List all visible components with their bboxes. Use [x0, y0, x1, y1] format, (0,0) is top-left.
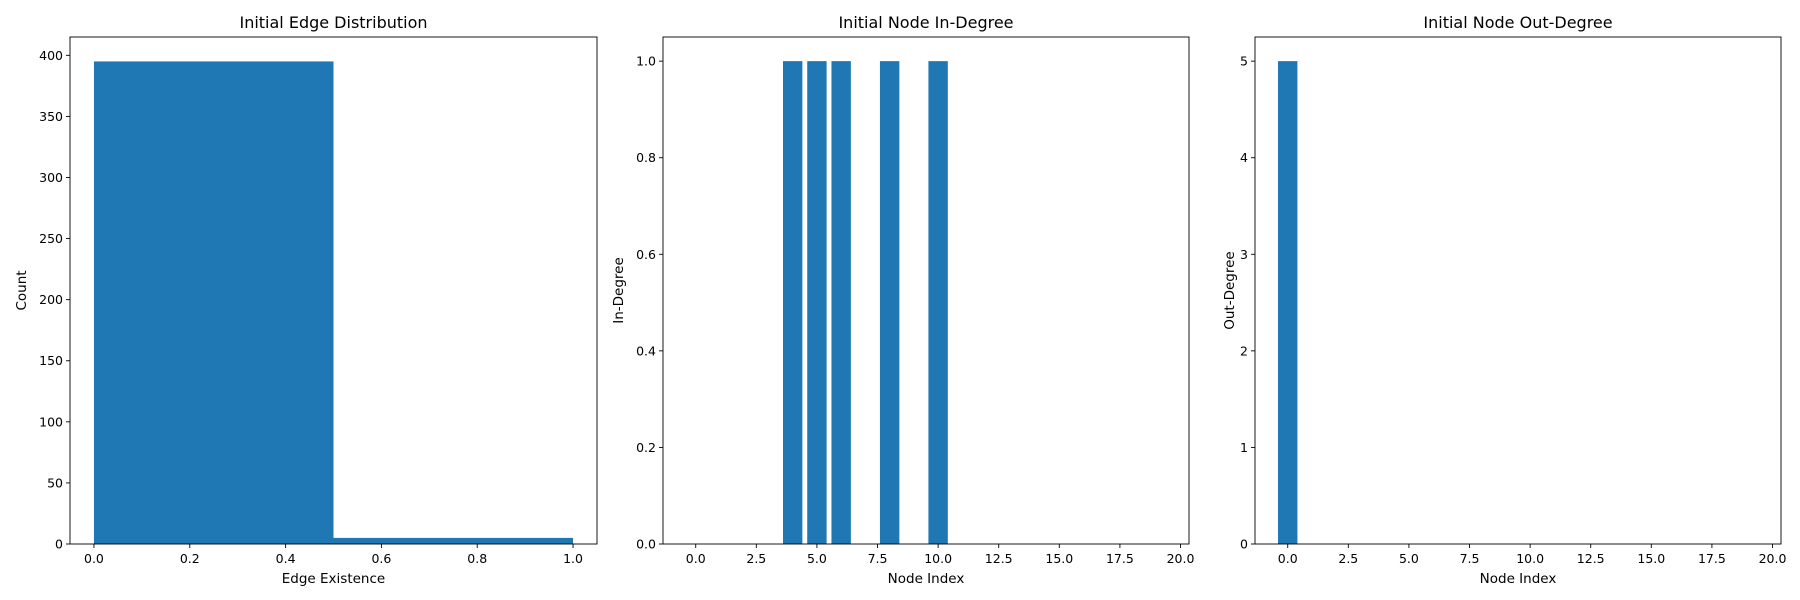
out-degree-x-tick-label: 7.5 — [1460, 551, 1480, 566]
edge-distribution-y-tick-label: 350 — [39, 109, 63, 124]
edge-distribution-axes-frame — [69, 36, 598, 545]
in-degree-x-tick-label: 2.5 — [746, 551, 766, 566]
panel-out-degree: 0.0 2.5 5.0 7.5 10.0 12.5 15.0 17.5 20.0 012345 … — [1222, 13, 1786, 587]
in-degree-bar-node-6 — [831, 61, 851, 545]
in-degree-x-axis-label: Node Index — [888, 571, 965, 587]
out-degree-y-tick-label: 1 — [1240, 440, 1248, 455]
edge-distribution-x-tick-label: 0.4 — [276, 551, 296, 566]
in-degree-x-tick-label: 0.0 — [686, 551, 706, 566]
in-degree-bar-node-5 — [807, 61, 827, 545]
out-degree-title: Initial Node Out-Degree — [1423, 13, 1612, 32]
edge-distribution-bar-1 — [333, 537, 574, 544]
edge-distribution-x-tick-label: 0.2 — [180, 551, 200, 566]
edge-distribution-bar-0 — [93, 61, 334, 544]
in-degree-axes-frame — [662, 36, 1190, 545]
in-degree-y-axis-label: In-Degree — [611, 257, 627, 324]
out-degree-x-axis-label: Node Index — [1480, 571, 1557, 587]
in-degree-title: Initial Node In-Degree — [838, 13, 1013, 32]
edge-distribution-x-ticks: 0.0 0.2 0.4 0.6 0.8 1.0 — [84, 544, 583, 566]
in-degree-x-tick-label: 5.0 — [807, 551, 827, 566]
out-degree-x-tick-label: 12.5 — [1577, 551, 1605, 566]
out-degree-x-tick-label: 20.0 — [1759, 551, 1787, 566]
out-degree-x-tick-label: 15.0 — [1637, 551, 1665, 566]
edge-distribution-y-tick-label: 100 — [39, 414, 63, 429]
in-degree-bar-node-4 — [782, 61, 803, 545]
in-degree-x-tick-label: 10.0 — [924, 551, 952, 566]
edge-distribution-y-axis-label: Count — [14, 270, 30, 310]
in-degree-y-tick-label: 0.8 — [636, 150, 656, 165]
out-degree-x-ticks: 0.0 2.5 5.0 7.5 10.0 12.5 15.0 17.5 20.0 — [1278, 544, 1787, 566]
edge-distribution-x-tick-label: 1.0 — [563, 551, 583, 566]
edge-distribution-y-tick-label: 250 — [39, 231, 63, 246]
in-degree-y-tick-label: 1.0 — [636, 54, 656, 69]
out-degree-x-tick-label: 10.0 — [1516, 551, 1544, 566]
in-degree-x-tick-label: 17.5 — [1106, 551, 1134, 566]
out-degree-y-tick-label: 2 — [1240, 343, 1248, 358]
edge-distribution-x-axis-label: Edge Existence — [282, 571, 385, 587]
edge-distribution-y-ticks: 0 50 100 150 200 250 300 350 400 — [39, 48, 70, 552]
out-degree-y-tick-label: 5 — [1240, 54, 1248, 69]
edge-distribution-x-tick-label: 0.6 — [371, 551, 391, 566]
edge-distribution-y-tick-label: 150 — [39, 353, 63, 368]
in-degree-x-tick-label: 20.0 — [1167, 551, 1195, 566]
out-degree-x-tick-label: 2.5 — [1338, 551, 1358, 566]
edge-distribution-x-tick-label: 0.0 — [84, 551, 104, 566]
in-degree-y-tick-label: 0.6 — [636, 247, 656, 262]
out-degree-x-tick-label: 17.5 — [1698, 551, 1726, 566]
in-degree-y-tick-label: 0.4 — [636, 343, 656, 358]
panel-in-degree: 0.0 2.5 5.0 7.5 10.0 12.5 15.0 17.5 20.0 0.00.20… — [611, 13, 1194, 587]
out-degree-x-tick-label: 0.0 — [1278, 551, 1298, 566]
in-degree-y-tick-label: 0.0 — [636, 537, 656, 552]
out-degree-y-tick-label: 0 — [1240, 537, 1248, 552]
panel-edge-distribution: 0.0 0.2 0.4 0.6 0.8 1.0 0 50 100 150 200 250 300 350… — [14, 13, 598, 587]
in-degree-y-tick-label: 0.2 — [636, 440, 656, 455]
out-degree-x-tick-label: 5.0 — [1399, 551, 1419, 566]
out-degree-y-tick-label: 3 — [1240, 247, 1248, 262]
in-degree-x-tick-label: 15.0 — [1045, 551, 1073, 566]
edge-distribution-y-tick-label: 400 — [39, 48, 63, 63]
edge-distribution-y-tick-label: 300 — [39, 170, 63, 185]
edge-distribution-title: Initial Edge Distribution — [239, 13, 427, 32]
in-degree-bar-node-8 — [879, 61, 900, 545]
edge-distribution-y-tick-label: 0 — [55, 537, 63, 552]
in-degree-x-ticks: 0.0 2.5 5.0 7.5 10.0 12.5 15.0 17.5 20.0 — [686, 544, 1195, 566]
edge-distribution-x-tick-label: 0.8 — [467, 551, 487, 566]
in-degree-x-tick-label: 12.5 — [985, 551, 1013, 566]
edge-distribution-bars — [93, 61, 574, 544]
out-degree-y-axis-label: Out-Degree — [1222, 251, 1238, 329]
out-degree-axes-frame — [1254, 36, 1782, 545]
edge-distribution-y-tick-label: 200 — [39, 292, 63, 307]
in-degree-bar-node-10 — [928, 61, 948, 545]
out-degree-y-tick-label: 4 — [1240, 150, 1248, 165]
edge-distribution-y-tick-label: 50 — [47, 475, 63, 490]
out-degree-bars — [1278, 61, 1298, 545]
in-degree-x-tick-label: 7.5 — [868, 551, 888, 566]
in-degree-bars — [782, 61, 948, 545]
in-degree-y-ticks: 0.0 0.2 0.4 0.6 0.8 1.0 — [636, 54, 663, 552]
out-degree-bar-node-0 — [1278, 61, 1298, 545]
out-degree-y-ticks: 0 1 2 3 4 5 — [1240, 54, 1255, 552]
